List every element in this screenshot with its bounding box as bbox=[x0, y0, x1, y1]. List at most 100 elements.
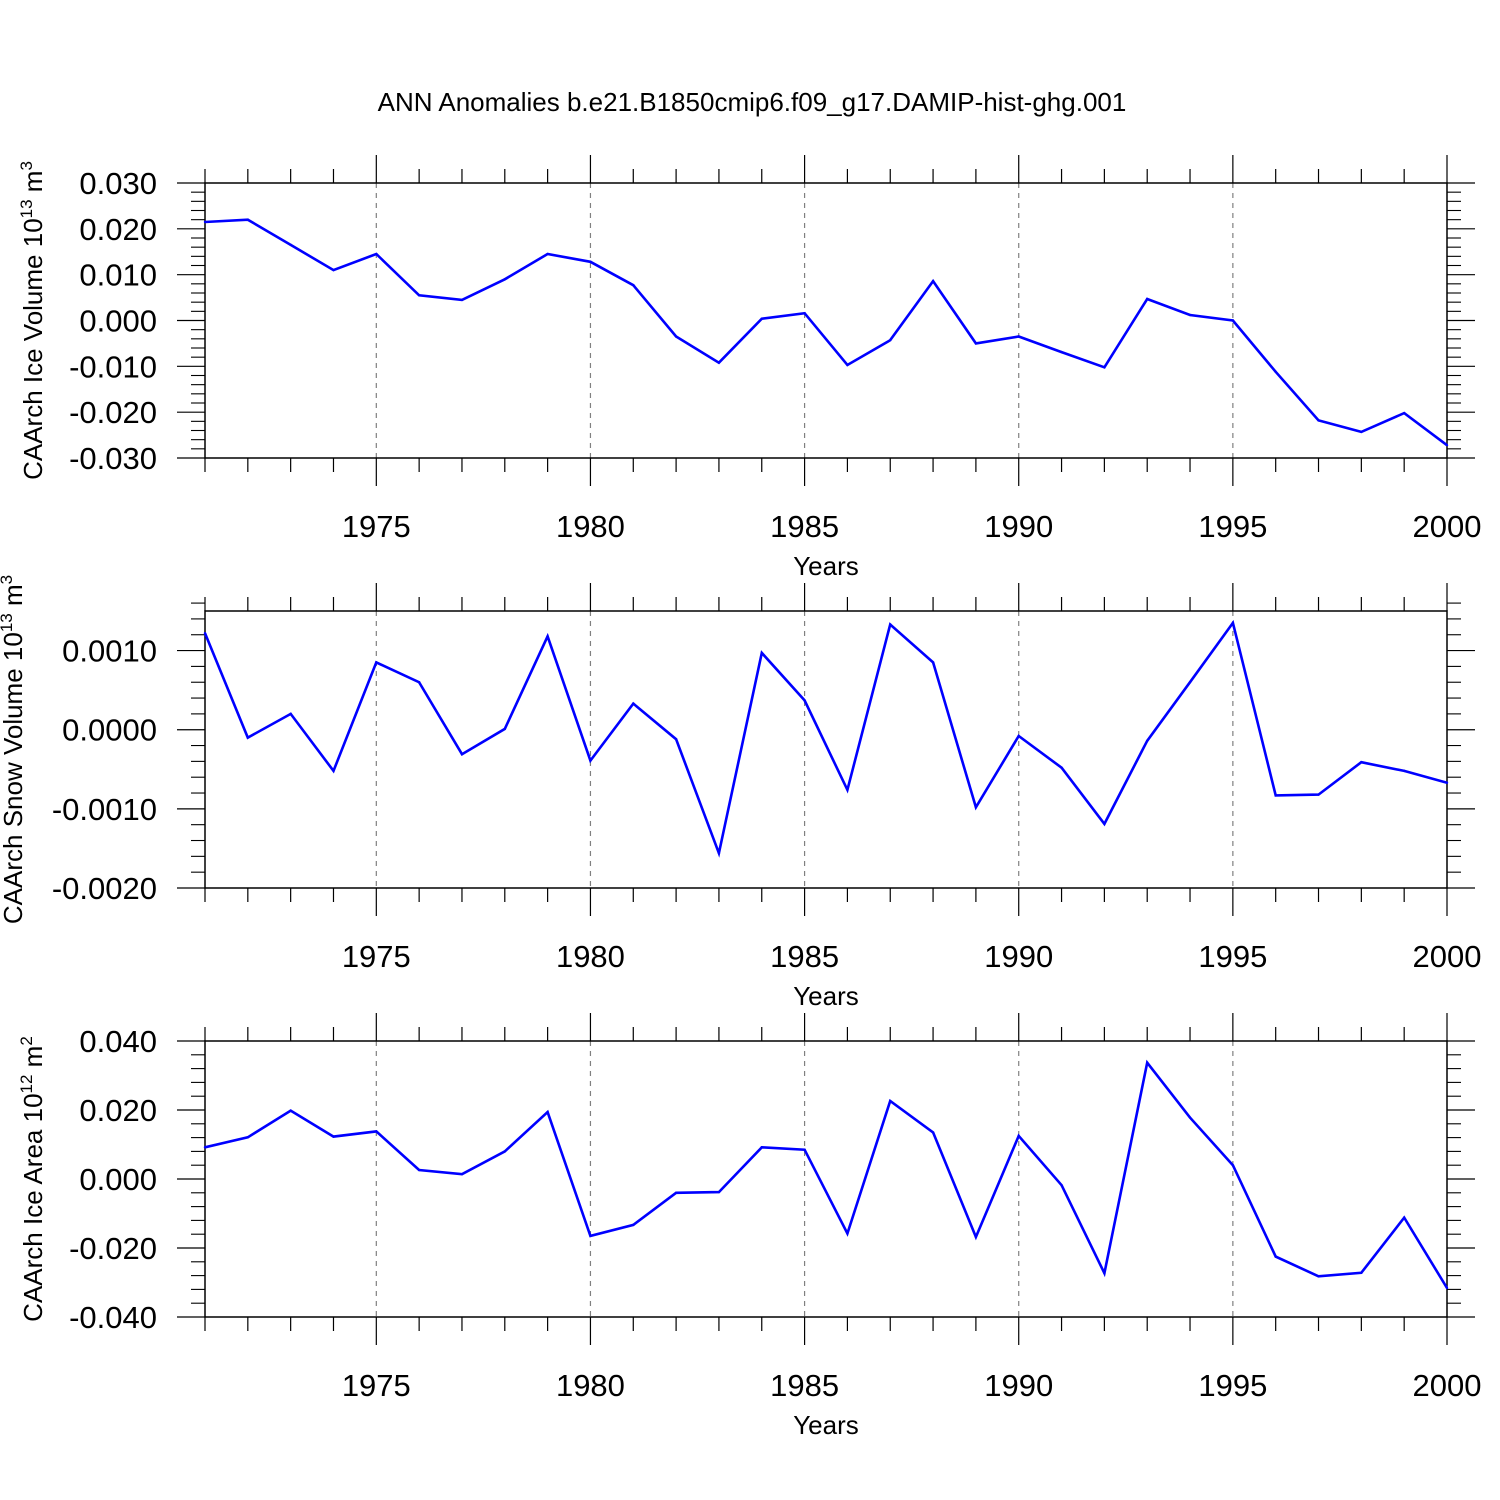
x-tick-label: 1990 bbox=[984, 1368, 1053, 1403]
data-point bbox=[974, 342, 978, 345]
x-tick-label: 1990 bbox=[984, 939, 1053, 974]
data-point bbox=[1274, 370, 1277, 374]
data-point bbox=[1146, 1061, 1149, 1064]
data-point bbox=[289, 1109, 292, 1112]
data-point bbox=[1360, 760, 1363, 764]
y-axis-label: CAArch Ice Area 1012 m2 bbox=[17, 1036, 48, 1322]
data-point bbox=[889, 1099, 892, 1103]
data-point bbox=[1402, 411, 1406, 415]
plot-frame bbox=[204, 1040, 1448, 1318]
data-point bbox=[203, 631, 207, 635]
data-point bbox=[375, 1130, 378, 1133]
data-point bbox=[503, 1150, 506, 1153]
data-point bbox=[1060, 766, 1063, 769]
y-axis-label-unit: m bbox=[18, 171, 48, 200]
data-point bbox=[717, 851, 721, 855]
x-tick-label: 1985 bbox=[770, 939, 839, 974]
series-line bbox=[204, 218, 1448, 447]
y-axis-label-unit-exponent: 3 bbox=[17, 161, 36, 170]
data-point bbox=[803, 1148, 806, 1151]
data-point bbox=[1188, 681, 1192, 684]
y-tick-label: 0.000 bbox=[79, 1162, 157, 1197]
data-point bbox=[589, 759, 592, 762]
data-point bbox=[803, 311, 806, 315]
data-point bbox=[846, 363, 849, 367]
y-tick-label: 0.0000 bbox=[62, 713, 157, 748]
y-tick-label: 0.020 bbox=[79, 1093, 157, 1128]
y-axis-label-unit: m bbox=[18, 1046, 48, 1075]
x-tick-label: 1995 bbox=[1198, 939, 1267, 974]
data-point bbox=[1317, 419, 1320, 422]
data-point bbox=[546, 635, 549, 638]
data-point bbox=[1445, 443, 1449, 447]
y-axis-label-exponent: 13 bbox=[17, 199, 36, 218]
y-axis-label-exponent: 13 bbox=[0, 613, 16, 632]
data-point bbox=[1017, 335, 1020, 338]
y-tick-label: 0.040 bbox=[79, 1024, 157, 1059]
data-point bbox=[632, 284, 635, 287]
data-point bbox=[1017, 1134, 1020, 1138]
data-point bbox=[503, 727, 506, 731]
data-point bbox=[1231, 621, 1235, 625]
data-point bbox=[546, 1110, 549, 1114]
y-tick-label: -0.020 bbox=[69, 395, 157, 430]
data-point bbox=[1360, 430, 1363, 434]
data-point bbox=[974, 1235, 978, 1239]
y-axis-label: CAArch Snow Volume 1013 m3 bbox=[0, 575, 28, 924]
data-point bbox=[589, 260, 592, 264]
data-point bbox=[246, 1136, 250, 1139]
data-point bbox=[931, 661, 935, 664]
data-point bbox=[546, 252, 549, 256]
x-tick-label: 1975 bbox=[342, 509, 411, 544]
data-point bbox=[203, 220, 207, 224]
data-point bbox=[1274, 794, 1277, 797]
panels: 1975 1980 1985 1990 1995 2000 Years 0.030 0.020 0… bbox=[0, 155, 1481, 1440]
data-point bbox=[246, 218, 250, 221]
series-line bbox=[204, 1059, 1449, 1289]
panel-3: 1975 1980 1985 1990 1995 2000 Years 0.040 0.020 0… bbox=[17, 1013, 1481, 1440]
panel-2: 1975 1980 1985 1990 1995 2000 Years 0.0010 0.000… bbox=[0, 575, 1481, 1011]
data-point bbox=[1188, 313, 1192, 317]
data-point bbox=[503, 278, 506, 281]
data-point bbox=[846, 788, 849, 792]
y-tick-label: -0.0020 bbox=[52, 871, 157, 906]
data-point bbox=[1402, 769, 1406, 773]
data-point bbox=[1402, 1216, 1406, 1219]
data-point bbox=[1017, 734, 1020, 738]
x-tick-label: 1985 bbox=[770, 509, 839, 544]
data-point bbox=[674, 335, 678, 338]
y-tick-label: 0.010 bbox=[79, 258, 157, 293]
x-tick-label: 2000 bbox=[1413, 509, 1482, 544]
data-point bbox=[246, 736, 250, 739]
data-point bbox=[1188, 1116, 1192, 1119]
data-point bbox=[1103, 822, 1106, 826]
data-point bbox=[674, 738, 678, 741]
x-tick-label: 1985 bbox=[770, 1368, 839, 1403]
y-tick-label: -0.010 bbox=[69, 349, 157, 384]
x-tick-label: 1995 bbox=[1198, 1368, 1267, 1403]
y-axis-label-text: CAArch Snow Volume 10 bbox=[0, 632, 28, 924]
data-point bbox=[460, 298, 464, 302]
x-tick-label: 1995 bbox=[1198, 509, 1267, 544]
data-point bbox=[417, 1168, 421, 1172]
data-point bbox=[717, 1190, 721, 1194]
data-point bbox=[1103, 366, 1106, 369]
data-point bbox=[889, 339, 892, 342]
x-tick-label: 1980 bbox=[556, 509, 625, 544]
data-point bbox=[417, 294, 421, 297]
data-point bbox=[803, 699, 806, 702]
x-tick-label: 1990 bbox=[984, 509, 1053, 544]
data-point bbox=[931, 279, 935, 283]
y-axis-label-unit-exponent: 2 bbox=[17, 1036, 36, 1045]
data-point bbox=[332, 268, 335, 272]
data-point bbox=[375, 661, 378, 664]
y-tick-label: 0.0010 bbox=[62, 634, 157, 669]
data-point bbox=[1317, 1275, 1320, 1278]
data-point bbox=[375, 252, 378, 256]
data-point bbox=[760, 1146, 763, 1149]
data-point bbox=[332, 1135, 335, 1138]
data-point bbox=[1231, 1164, 1235, 1167]
series-line bbox=[203, 619, 1448, 858]
plot-frame bbox=[204, 182, 1448, 459]
